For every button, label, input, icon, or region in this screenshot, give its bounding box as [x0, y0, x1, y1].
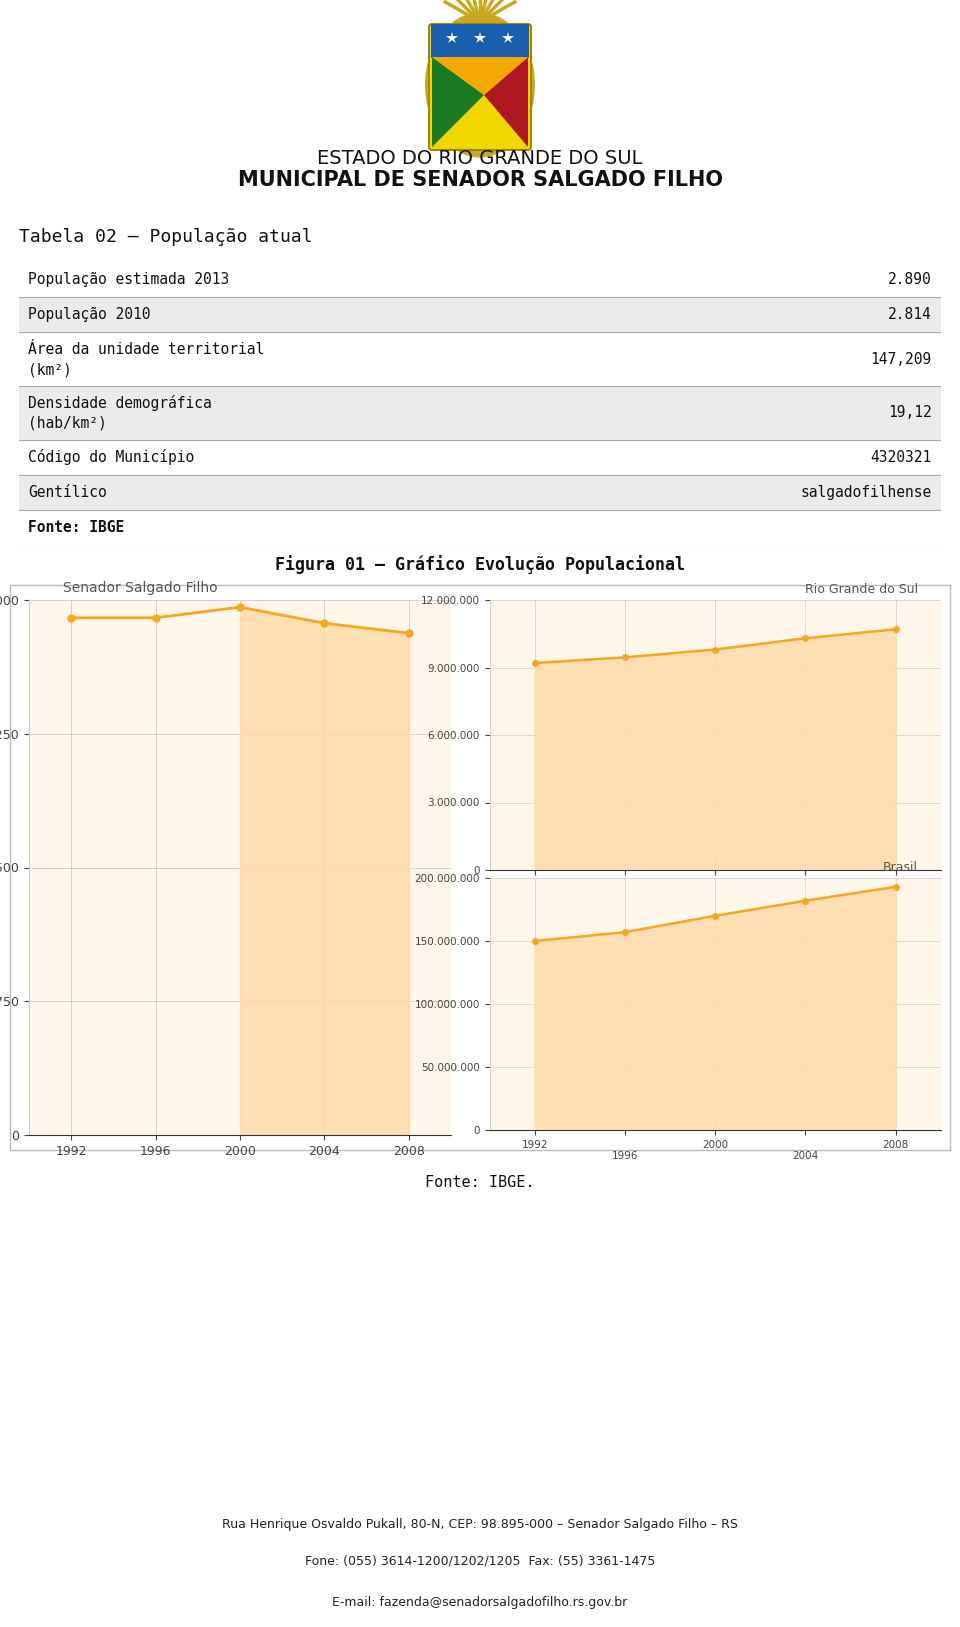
- Polygon shape: [432, 57, 528, 94]
- Text: (km²): (km²): [29, 363, 72, 377]
- Text: Gentílico: Gentílico: [29, 485, 108, 499]
- Polygon shape: [484, 57, 528, 146]
- Text: 2.814: 2.814: [888, 308, 931, 322]
- Bar: [19, 509, 941, 545]
- Bar: [19, 475, 941, 509]
- Text: Senador Salgado Filho: Senador Salgado Filho: [62, 581, 217, 594]
- Text: 19,12: 19,12: [888, 405, 931, 420]
- Text: Código do Município: Código do Município: [29, 449, 195, 465]
- Ellipse shape: [425, 13, 535, 158]
- FancyBboxPatch shape: [431, 24, 529, 59]
- Text: 147,209: 147,209: [871, 351, 931, 366]
- Text: Densidade demográfica: Densidade demográfica: [29, 395, 212, 412]
- Bar: [19, 332, 941, 386]
- Text: Rio Grande do Sul: Rio Grande do Sul: [805, 582, 918, 595]
- Text: 4320321: 4320321: [871, 449, 931, 465]
- Text: Fonte: IBGE: Fonte: IBGE: [29, 521, 125, 535]
- Text: (hab/km²): (hab/km²): [29, 417, 108, 431]
- Text: População estimada 2013: População estimada 2013: [29, 272, 229, 286]
- Text: Tabela 02 – População atual: Tabela 02 – População atual: [19, 228, 313, 246]
- Text: 2.890: 2.890: [888, 272, 931, 286]
- Polygon shape: [432, 57, 484, 146]
- Text: ESTADO DO RIO GRANDE DO SUL: ESTADO DO RIO GRANDE DO SUL: [317, 148, 643, 168]
- FancyBboxPatch shape: [429, 24, 531, 150]
- Text: Fone: (055) 3614-1200/1202/1205  Fax: (55) 3361-1475: Fone: (055) 3614-1200/1202/1205 Fax: (55…: [305, 1555, 655, 1568]
- Text: Brasil: Brasil: [883, 861, 918, 874]
- Text: Área da unidade territorial: Área da unidade territorial: [29, 342, 265, 356]
- Text: Rua Henrique Osvaldo Pukall, 80-N, CEP: 98.895-000 – Senador Salgado Filho – RS: Rua Henrique Osvaldo Pukall, 80-N, CEP: …: [222, 1518, 738, 1531]
- Bar: [19, 439, 941, 475]
- Text: E-mail: fazenda@senadorsalgadofilho.rs.gov.br: E-mail: fazenda@senadorsalgadofilho.rs.g…: [332, 1596, 628, 1609]
- Bar: [19, 262, 941, 298]
- Bar: [19, 298, 941, 332]
- Text: MUNICIPAL DE SENADOR SALGADO FILHO: MUNICIPAL DE SENADOR SALGADO FILHO: [237, 169, 723, 190]
- Text: População 2010: População 2010: [29, 308, 151, 322]
- Text: salgadofilhense: salgadofilhense: [801, 485, 931, 499]
- Text: Fonte: IBGE.: Fonte: IBGE.: [425, 1175, 535, 1189]
- Bar: [19, 386, 941, 439]
- Text: Figura 01 – Gráfico Evolução Populacional: Figura 01 – Gráfico Evolução Populaciona…: [275, 555, 685, 574]
